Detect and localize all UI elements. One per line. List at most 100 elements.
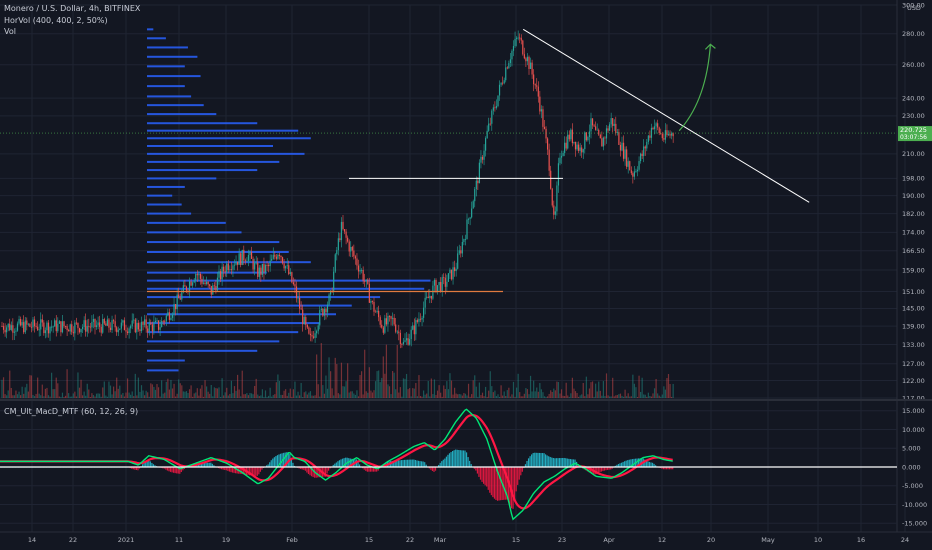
candle-body	[97, 322, 99, 326]
volume-bar	[505, 395, 507, 398]
candle-body	[488, 123, 490, 131]
macd-histogram-bar	[338, 460, 341, 467]
candle-body	[367, 279, 369, 284]
y-tick-label: 280.00	[902, 30, 925, 38]
volume-profile-bar	[147, 144, 273, 147]
macd-histogram-bar	[300, 467, 302, 470]
candle-body	[534, 84, 536, 86]
candle-body	[506, 67, 508, 69]
macd-histogram-bar	[586, 467, 589, 472]
volume-bar	[409, 388, 411, 398]
volume-bar	[604, 395, 606, 398]
candle-body	[495, 106, 498, 108]
volume-bar	[243, 394, 245, 398]
candle-body	[240, 253, 242, 265]
volume-bar	[210, 384, 212, 398]
volume-bar	[579, 395, 581, 398]
candle-body	[653, 126, 656, 130]
candle-body	[671, 133, 673, 136]
candle-body	[190, 281, 192, 286]
volume-bar	[534, 391, 536, 398]
volume-bar	[252, 394, 254, 398]
macd-histogram-bar	[253, 467, 255, 476]
volume-bar	[46, 387, 48, 398]
candle-body	[407, 338, 409, 345]
volume-bar	[113, 386, 115, 398]
volume-bar	[630, 396, 632, 398]
candle-body	[421, 317, 423, 320]
candle-body	[388, 316, 391, 317]
candle-body	[447, 273, 449, 282]
candle-body	[283, 263, 285, 269]
macd-histogram-bar	[562, 457, 564, 467]
volume-bar	[370, 390, 372, 398]
macd-histogram-bar	[669, 467, 671, 470]
volume-bar	[362, 394, 364, 398]
vol-legend: Vol	[4, 27, 16, 36]
macd-histogram-bar	[600, 467, 602, 472]
volume-bar	[418, 375, 420, 398]
macd-histogram-bar	[545, 454, 547, 467]
candle-body	[83, 320, 85, 327]
macd-histogram-bar	[534, 452, 536, 467]
candle-body	[578, 144, 580, 151]
candle-body	[302, 309, 304, 325]
macd-histogram-bar	[638, 458, 640, 467]
macd-histogram-bar	[633, 458, 635, 467]
candle-body	[511, 50, 513, 60]
volume-bar	[441, 396, 443, 398]
macd-histogram-bar	[607, 467, 609, 470]
candle-body	[144, 319, 146, 325]
volume-bar	[331, 388, 333, 398]
volume-bar	[632, 374, 634, 398]
y-tick-label: 260.00	[902, 61, 925, 69]
macd-histogram-bar	[204, 462, 206, 467]
macd-histogram-bar	[473, 467, 475, 469]
macd-histogram-bar	[515, 467, 517, 492]
volume-bar	[184, 391, 186, 398]
x-tick-label: 14	[28, 536, 36, 544]
volume-bar	[21, 386, 23, 398]
candle-body	[516, 37, 518, 39]
candle-body	[213, 285, 215, 287]
macd-histogram-bar	[345, 457, 347, 467]
macd-histogram-bar	[326, 467, 328, 474]
volume-profile-bar	[147, 169, 258, 172]
volume-bar	[627, 393, 629, 398]
candle-body	[638, 161, 640, 170]
macd-histogram-bar	[672, 467, 674, 470]
macd-histogram-bar	[182, 467, 184, 471]
volume-bar	[74, 391, 76, 398]
volume-bar	[175, 396, 177, 398]
volume-bar	[520, 396, 522, 398]
x-tick-label: Feb	[286, 536, 298, 544]
macd-histogram-bar	[168, 467, 170, 472]
volume-bar	[384, 373, 386, 398]
volume-bar	[89, 396, 91, 398]
volume-bar	[446, 381, 448, 398]
horvol-legend: HorVol (400, 400, 2, 50%)	[4, 16, 108, 25]
candle-body	[492, 107, 494, 111]
volume-profile-bar	[147, 85, 185, 88]
macd-histogram-bar	[135, 467, 137, 471]
volume-bar	[542, 392, 544, 398]
volume-bar	[574, 391, 577, 398]
volume-bar	[489, 371, 491, 398]
candle-body	[37, 326, 39, 330]
macd-histogram-bar	[514, 467, 516, 500]
candle-body	[131, 320, 133, 327]
volume-bar	[528, 394, 530, 398]
volume-bar	[461, 395, 463, 398]
volume-bar	[593, 396, 595, 398]
volume-bar	[337, 393, 339, 398]
candle-body	[316, 331, 318, 334]
volume-bar	[658, 395, 660, 398]
candle-body	[519, 37, 521, 39]
macd-histogram-bar	[558, 458, 561, 467]
candle-body	[672, 133, 674, 137]
candle-body	[585, 132, 587, 141]
volume-bar	[209, 393, 211, 398]
macd-histogram-bar	[230, 467, 232, 473]
y-tick-label: 190.00	[902, 192, 925, 200]
